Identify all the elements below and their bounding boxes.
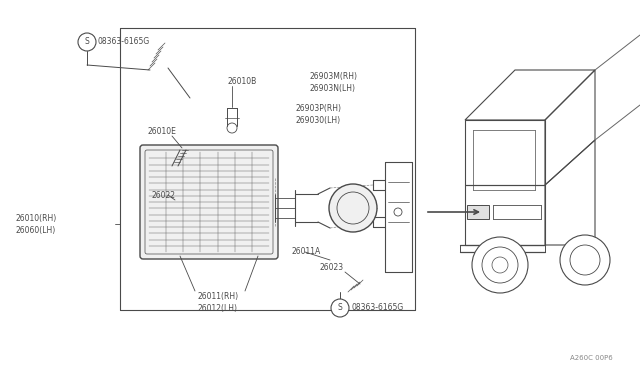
Text: 26010B: 26010B bbox=[228, 77, 257, 87]
Text: S: S bbox=[338, 304, 342, 312]
Text: 26060(LH): 26060(LH) bbox=[15, 225, 55, 234]
Text: 26010E: 26010E bbox=[148, 128, 177, 137]
Text: 08363-6165G: 08363-6165G bbox=[98, 38, 150, 46]
Text: 08363-6165G: 08363-6165G bbox=[351, 304, 403, 312]
Text: 269030(LH): 269030(LH) bbox=[295, 115, 340, 125]
Text: S: S bbox=[84, 38, 90, 46]
FancyBboxPatch shape bbox=[467, 205, 489, 219]
Text: 26010(RH): 26010(RH) bbox=[15, 214, 56, 222]
Text: 26012(LH): 26012(LH) bbox=[198, 304, 238, 312]
FancyBboxPatch shape bbox=[140, 145, 278, 259]
Text: 26011A: 26011A bbox=[292, 247, 321, 257]
Text: 26023: 26023 bbox=[320, 263, 344, 273]
Circle shape bbox=[331, 299, 349, 317]
Text: 26022: 26022 bbox=[152, 190, 176, 199]
FancyBboxPatch shape bbox=[145, 150, 273, 254]
Text: A260C 00P6: A260C 00P6 bbox=[570, 355, 612, 361]
Text: 26903M(RH): 26903M(RH) bbox=[310, 71, 358, 80]
Text: 26903N(LH): 26903N(LH) bbox=[310, 83, 356, 93]
Circle shape bbox=[329, 184, 377, 232]
Text: 26903P(RH): 26903P(RH) bbox=[295, 103, 341, 112]
Circle shape bbox=[78, 33, 96, 51]
Circle shape bbox=[472, 237, 528, 293]
Circle shape bbox=[560, 235, 610, 285]
Text: 26011(RH): 26011(RH) bbox=[197, 292, 239, 301]
